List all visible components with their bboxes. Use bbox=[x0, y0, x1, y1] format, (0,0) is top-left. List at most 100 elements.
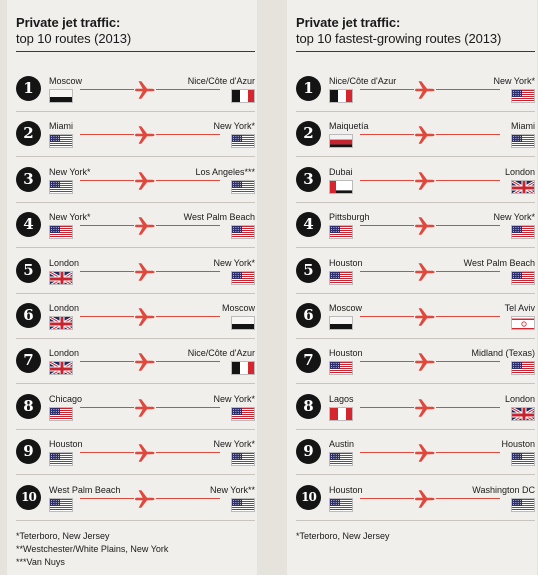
rank-badge: 9 bbox=[16, 439, 41, 464]
uk-flag-icon bbox=[511, 407, 535, 421]
destination-label: New York* bbox=[213, 121, 255, 131]
route-line-right bbox=[156, 407, 220, 408]
route-line-right bbox=[436, 361, 500, 362]
route-line-left bbox=[360, 361, 414, 362]
france-flag-icon bbox=[231, 361, 255, 375]
airplane-icon bbox=[414, 351, 436, 373]
uae-flag-icon bbox=[329, 180, 353, 194]
route-line-right bbox=[436, 89, 500, 90]
rank-badge: 3 bbox=[296, 167, 321, 192]
usa-flag-icon bbox=[231, 407, 255, 421]
airplane-icon bbox=[414, 488, 436, 510]
route-row: 5 Houston West Palm Beach bbox=[296, 249, 535, 294]
destination-label: Midland (Texas) bbox=[471, 348, 535, 358]
footnotes: *Teterboro, New Jersey **Westchester/Whit… bbox=[16, 530, 168, 569]
route-line-right bbox=[156, 316, 220, 317]
origin-label: Houston bbox=[329, 348, 363, 358]
route-row: 4 New York* West Palm Beach bbox=[16, 203, 255, 248]
destination-label: New York* bbox=[213, 394, 255, 404]
panel-subtitle: top 10 fastest-growing routes (2013) bbox=[296, 31, 501, 46]
route-line-left bbox=[80, 361, 134, 362]
origin-label: London bbox=[49, 303, 79, 313]
airplane-icon bbox=[134, 79, 156, 101]
nigeria-flag-icon bbox=[329, 407, 353, 421]
route-line-left bbox=[80, 89, 134, 90]
route-row: 9 Houston New York* bbox=[16, 430, 255, 475]
rank-badge: 3 bbox=[16, 167, 41, 192]
route-line-left bbox=[80, 225, 134, 226]
airplane-icon bbox=[414, 79, 436, 101]
destination-label: Tel Aviv bbox=[505, 303, 535, 313]
usa-flag-icon bbox=[511, 89, 535, 103]
route-line-left bbox=[360, 134, 414, 135]
destination-label: New York** bbox=[210, 485, 255, 495]
destination-label: London bbox=[505, 167, 535, 177]
origin-label: Moscow bbox=[49, 76, 82, 86]
rank-badge: 1 bbox=[16, 76, 41, 101]
panel-top-routes: Private jet traffic: top 10 routes (2013… bbox=[7, 0, 257, 575]
route-line-right bbox=[156, 89, 220, 90]
usa-flag-icon bbox=[49, 225, 73, 239]
destination-label: Nice/Côte d'Azur bbox=[188, 76, 255, 86]
rank-badge: 4 bbox=[296, 212, 321, 237]
route-line-left bbox=[360, 89, 414, 90]
rank-badge: 10 bbox=[16, 485, 41, 510]
route-line-right bbox=[156, 498, 220, 499]
rank-badge: 10 bbox=[296, 485, 321, 510]
usa-flag-icon bbox=[329, 271, 353, 285]
israel-flag-icon bbox=[511, 316, 535, 330]
usa-flag-icon bbox=[231, 225, 255, 239]
airplane-icon bbox=[414, 215, 436, 237]
route-row: 4 Pittsburgh New York* bbox=[296, 203, 535, 248]
row-divider bbox=[296, 520, 535, 521]
route-row: 10 Houston Washington DC bbox=[296, 476, 535, 521]
destination-label: West Palm Beach bbox=[184, 212, 255, 222]
route-line-right bbox=[436, 452, 500, 453]
header-divider bbox=[296, 51, 535, 52]
uk-flag-icon bbox=[511, 180, 535, 194]
usa-flag-icon bbox=[49, 134, 73, 148]
route-line-right bbox=[156, 271, 220, 272]
route-line-left bbox=[360, 271, 414, 272]
route-line-right bbox=[436, 316, 500, 317]
origin-label: New York* bbox=[49, 167, 91, 177]
route-line-left bbox=[80, 407, 134, 408]
airplane-icon bbox=[134, 397, 156, 419]
footnote: **Westchester/White Plains, New York bbox=[16, 543, 168, 556]
route-row: 10 West Palm Beach New York** bbox=[16, 476, 255, 521]
usa-flag-icon bbox=[49, 407, 73, 421]
panel-title: Private jet traffic: bbox=[16, 15, 120, 30]
rank-badge: 5 bbox=[16, 258, 41, 283]
route-row: 3 New York* Los Angeles*** bbox=[16, 158, 255, 203]
airplane-icon bbox=[134, 215, 156, 237]
airplane-icon bbox=[134, 124, 156, 146]
rank-badge: 4 bbox=[16, 212, 41, 237]
origin-label: Austin bbox=[329, 439, 354, 449]
origin-label: Lagos bbox=[329, 394, 354, 404]
russia-flag-icon bbox=[49, 89, 73, 103]
route-line-right bbox=[436, 407, 500, 408]
venezuela-flag-icon bbox=[329, 134, 353, 148]
route-row: 1 Moscow Nice/Côte d'Azur bbox=[16, 67, 255, 112]
rank-badge: 6 bbox=[16, 303, 41, 328]
airplane-icon bbox=[414, 261, 436, 283]
route-row: 5 London New York* bbox=[16, 249, 255, 294]
airplane-icon bbox=[134, 351, 156, 373]
route-row: 6 London Moscow bbox=[16, 294, 255, 339]
destination-label: Nice/Côte d'Azur bbox=[188, 348, 255, 358]
route-line-right bbox=[156, 361, 220, 362]
rank-badge: 1 bbox=[296, 76, 321, 101]
route-line-left bbox=[360, 180, 414, 181]
rank-badge: 9 bbox=[296, 439, 321, 464]
usa-flag-icon bbox=[49, 180, 73, 194]
route-line-right bbox=[436, 271, 500, 272]
rank-badge: 5 bbox=[296, 258, 321, 283]
usa-flag-icon bbox=[511, 225, 535, 239]
usa-flag-icon bbox=[49, 498, 73, 512]
destination-label: Moscow bbox=[222, 303, 255, 313]
footnote: ***Van Nuys bbox=[16, 556, 168, 569]
airplane-icon bbox=[134, 488, 156, 510]
route-row: 2 Maiquetía Miami bbox=[296, 112, 535, 157]
russia-flag-icon bbox=[231, 316, 255, 330]
origin-label: Moscow bbox=[329, 303, 362, 313]
